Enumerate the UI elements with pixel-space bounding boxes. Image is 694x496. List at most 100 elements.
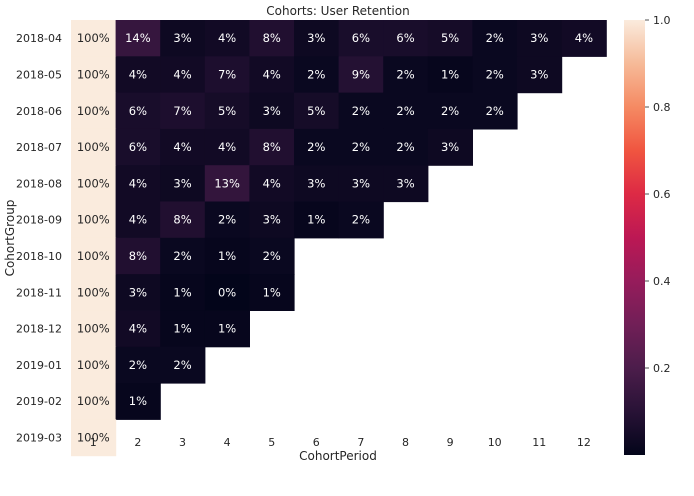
cell-label: 1% (263, 285, 281, 299)
heatmap-cell (204, 201, 250, 239)
cell-label: 100% (77, 394, 110, 408)
cell-label: 2% (307, 140, 325, 154)
x-axis-label: CohortPeriod (299, 449, 377, 463)
heatmap-cell (160, 237, 206, 275)
cell-label: 100% (77, 430, 110, 444)
cell-label: 4% (129, 213, 147, 227)
heatmap-cell (383, 56, 429, 94)
heatmap-cells: 100% 14% 3% 4% 8% 3% 6% 6% 5% 2% 3% 4%100% 4% 4% 7% 4% 2… (71, 20, 607, 457)
x-tick-label: 8 (402, 436, 409, 449)
heatmap-cell (294, 201, 340, 239)
cell-label: 2% (352, 213, 370, 227)
cell-label: 1% (173, 285, 191, 299)
cell-label: 2% (352, 104, 370, 118)
cell-label: 3% (263, 213, 281, 227)
colorbar-tick-label: 0.4 (653, 275, 671, 288)
heatmap-cell (71, 56, 117, 94)
heatmap-cell (294, 128, 340, 166)
heatmap-cell (71, 310, 117, 348)
colorbar-tick-label: 1.0 (653, 14, 671, 27)
heatmap-cell (204, 165, 250, 203)
cell-label: 3% (173, 31, 191, 45)
cell-label: 3% (307, 176, 325, 190)
cell-label: 0% (218, 285, 236, 299)
cell-label: 2% (396, 104, 414, 118)
cell-label: 5% (218, 104, 236, 118)
heatmap-cell (204, 274, 250, 311)
cell-label: 2% (307, 67, 325, 81)
cell-label: 13% (214, 176, 240, 190)
cell-label: 9% (352, 67, 370, 81)
heatmap-cell (71, 20, 117, 57)
cell-label: 8% (129, 249, 147, 263)
cell-label: 100% (77, 140, 110, 154)
cell-label: 4% (129, 322, 147, 336)
cell-label: 2% (396, 140, 414, 154)
cell-label: 3% (173, 176, 191, 190)
cell-label: 8% (263, 31, 281, 45)
heatmap-cell (115, 56, 161, 94)
x-tick-label: 3 (179, 436, 186, 449)
heatmap-cell (338, 201, 384, 239)
cell-label: 6% (396, 31, 414, 45)
cell-label: 4% (129, 176, 147, 190)
x-tick-label: 5 (268, 436, 275, 449)
heatmap-cell (160, 201, 206, 239)
heatmap-cell (383, 165, 429, 203)
cell-label: 2% (396, 67, 414, 81)
cell-label: 2% (486, 67, 504, 81)
heatmap-cell (338, 56, 384, 94)
cell-label: 6% (352, 31, 370, 45)
cell-label: 4% (129, 67, 147, 81)
heatmap-cell (249, 92, 295, 130)
heatmap-cell (71, 237, 117, 275)
cell-label: 100% (77, 249, 110, 263)
y-tick-label: 2018-09 (16, 214, 62, 227)
heatmap-cell (294, 56, 340, 94)
heatmap-cell (115, 201, 161, 239)
heatmap-cell (427, 128, 473, 166)
cell-label: 3% (396, 176, 414, 190)
cell-label: 5% (307, 104, 325, 118)
heatmap-cell (71, 165, 117, 203)
heatmap-cell (115, 310, 161, 348)
heatmap-cell (383, 92, 429, 130)
cell-label: 3% (352, 176, 370, 190)
x-tick-labels: 1 2 3 4 5 6 7 8 9 10 11 12 (90, 436, 591, 449)
cell-label: 5% (441, 31, 459, 45)
cell-label: 4% (263, 176, 281, 190)
y-tick-label: 2018-06 (16, 105, 62, 118)
heatmap-cell (427, 92, 473, 130)
heatmap-cell (472, 56, 518, 94)
heatmap-cell (71, 274, 117, 311)
colorbar-tick-label: 0.8 (653, 101, 671, 114)
y-tick-label: 2019-03 (16, 431, 62, 444)
cell-label: 3% (129, 285, 147, 299)
heatmap-cell (472, 92, 518, 130)
cell-label: 100% (77, 104, 110, 118)
y-tick-label: 2019-01 (16, 359, 62, 372)
heatmap-cell (338, 20, 384, 57)
heatmap-cell (427, 56, 473, 94)
x-tick-label: 12 (577, 436, 591, 449)
colorbar-gradient (624, 20, 645, 455)
cell-label: 8% (263, 140, 281, 154)
heatmap-cell (71, 201, 117, 239)
cell-label: 4% (575, 31, 593, 45)
y-tick-label: 2018-04 (16, 32, 62, 45)
cell-label: 1% (129, 394, 147, 408)
heatmap-cell (115, 128, 161, 166)
cell-label: 6% (129, 140, 147, 154)
heatmap-cell (160, 274, 206, 311)
heatmap-cell (204, 237, 250, 275)
heatmap-cell (71, 419, 117, 457)
heatmap-cell (338, 128, 384, 166)
cell-label: 2% (129, 358, 147, 372)
cell-label: 14% (125, 31, 151, 45)
heatmap-cell (294, 165, 340, 203)
x-tick-label: 10 (488, 436, 502, 449)
heatmap-cell (249, 274, 295, 311)
cell-label: 4% (218, 140, 236, 154)
colorbar: 0.2 0.4 0.6 0.8 1.0 (624, 14, 671, 455)
cell-label: 6% (129, 104, 147, 118)
